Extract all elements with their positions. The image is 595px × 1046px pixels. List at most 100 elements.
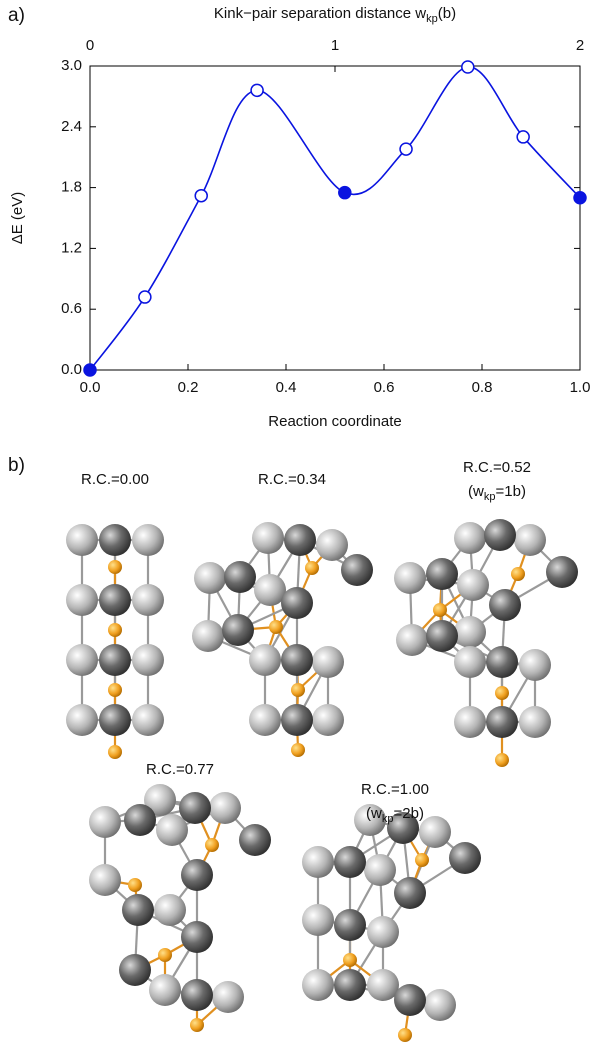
- data-point: [516, 130, 530, 144]
- atom-small: [511, 567, 525, 581]
- atom: [394, 562, 426, 594]
- data-point: [250, 83, 264, 98]
- atom-small: [433, 603, 447, 617]
- x-tick-label: 0.2: [178, 379, 199, 396]
- atom: [519, 706, 551, 738]
- x-tick-label: 0.8: [472, 379, 493, 396]
- atom: [387, 812, 419, 844]
- atom: [486, 706, 518, 738]
- atom-small: [190, 1018, 204, 1032]
- atom-small: [291, 743, 305, 757]
- atom-small: [108, 745, 122, 759]
- atom: [489, 589, 521, 621]
- label-part: Kink−pair separation distance w: [214, 5, 426, 22]
- atom-small: [415, 853, 429, 867]
- label-part: (b): [438, 5, 456, 22]
- atom: [546, 556, 578, 588]
- x2-tick-label: 1: [331, 37, 339, 54]
- atom: [454, 706, 486, 738]
- atom: [156, 814, 188, 846]
- atom: [316, 529, 348, 561]
- y-axis-label: ΔE (eV): [9, 192, 26, 245]
- y-tick-label: 1.8: [61, 179, 82, 196]
- x-tick-label: 0.0: [80, 379, 101, 396]
- atom-small: [495, 753, 509, 767]
- structure-label: R.C.=1.00: [361, 781, 429, 798]
- panel-label: a): [8, 5, 25, 26]
- label-part: (w: [366, 805, 382, 822]
- label-part: =1b): [496, 483, 526, 500]
- atom: [514, 524, 546, 556]
- atom: [419, 816, 451, 848]
- atom: [394, 984, 426, 1016]
- y-tick-label: 0.0: [61, 361, 82, 378]
- y-tick-label: 0.6: [61, 300, 82, 317]
- atom: [149, 974, 181, 1006]
- atom: [281, 587, 313, 619]
- atom: [341, 554, 373, 586]
- atom-small: [205, 838, 219, 852]
- atom: [132, 524, 164, 556]
- atom: [181, 921, 213, 953]
- atom: [224, 561, 256, 593]
- atom: [249, 644, 281, 676]
- atom: [312, 704, 344, 736]
- atom: [334, 846, 366, 878]
- atom: [367, 916, 399, 948]
- atom: [212, 981, 244, 1013]
- atom: [281, 644, 313, 676]
- atom: [334, 969, 366, 1001]
- atom: [426, 620, 458, 652]
- atom: [281, 704, 313, 736]
- atom: [181, 859, 213, 891]
- atom-small: [305, 561, 319, 575]
- atom: [122, 894, 154, 926]
- atom: [99, 704, 131, 736]
- atom: [132, 704, 164, 736]
- atom: [154, 894, 186, 926]
- atom: [454, 646, 486, 678]
- structure-label: R.C.=0.77: [146, 761, 214, 778]
- atom-small: [158, 948, 172, 962]
- panel-label: b): [8, 455, 25, 476]
- structure-sublabel: (wkp=1b): [468, 483, 526, 503]
- atom-small: [269, 620, 283, 634]
- atom: [239, 824, 271, 856]
- label-part: kp: [426, 13, 438, 25]
- atom: [144, 784, 176, 816]
- structure-labels: R.C.=0.00 R.C.=0.34 R.C.=0.52 (wkp=1b) R…: [81, 459, 531, 825]
- atom: [89, 864, 121, 896]
- atom-small: [108, 623, 122, 637]
- atom: [209, 792, 241, 824]
- y-tick-label: 1.2: [61, 239, 82, 256]
- atom: [132, 584, 164, 616]
- atom-small: [343, 953, 357, 967]
- atom: [89, 806, 121, 838]
- atom: [132, 644, 164, 676]
- x-axis-label: Reaction coordinate: [268, 413, 401, 430]
- atom-small: [108, 560, 122, 574]
- atom-small: [291, 683, 305, 697]
- atom: [486, 646, 518, 678]
- atom: [99, 524, 131, 556]
- atom: [99, 584, 131, 616]
- atom-small: [108, 683, 122, 697]
- atom: [367, 969, 399, 1001]
- atom: [454, 616, 486, 648]
- x2-axis-label: Kink−pair separation distance wkp(b): [214, 5, 456, 25]
- atom: [454, 522, 486, 554]
- structure-label: R.C.=0.00: [81, 471, 149, 488]
- structures: [66, 519, 578, 1042]
- atom: [192, 620, 224, 652]
- atom: [119, 954, 151, 986]
- atom-small: [495, 686, 509, 700]
- x-tick-label: 0.4: [276, 379, 297, 396]
- atom: [181, 979, 213, 1011]
- atom: [66, 704, 98, 736]
- atom: [426, 558, 458, 590]
- atom: [66, 524, 98, 556]
- atom: [396, 624, 428, 656]
- label-part: =2b): [394, 805, 424, 822]
- y-tick-label: 2.4: [61, 118, 82, 135]
